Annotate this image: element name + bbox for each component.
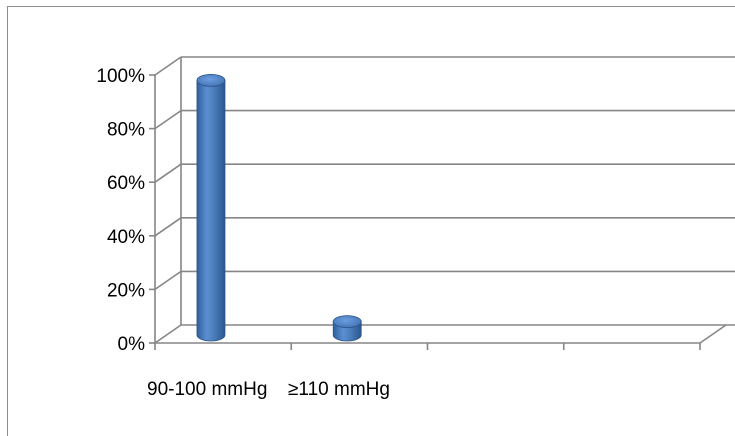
x-tick-label: ≥110 mmHg — [288, 379, 390, 400]
gridline-diagonal — [154, 324, 182, 344]
gridline-diagonal — [154, 217, 182, 237]
y-tick-label: 100% — [96, 66, 145, 87]
x-tick-label: 90-100 mmHg — [147, 379, 267, 400]
gridline-diagonal — [154, 270, 182, 291]
gridline-diagonal — [154, 56, 182, 76]
gridline-diagonal — [154, 163, 182, 183]
tick-labels: 0% 20% 40% 60% 80% 100% 90-100 mmHg ≥110 mmHg — [96, 66, 390, 400]
y-tick-label: 80% — [107, 120, 145, 141]
bar-cap — [332, 315, 362, 329]
y-tick-label: 0% — [118, 334, 146, 355]
bar-cap — [196, 74, 226, 87]
axes — [149, 74, 727, 350]
y-tick-label: 40% — [107, 227, 145, 248]
gridline-diagonal — [154, 109, 182, 130]
bars — [196, 74, 362, 342]
y-tick-label: 60% — [107, 173, 145, 194]
y-tick-label: 20% — [107, 280, 145, 301]
bar — [196, 80, 226, 342]
floor-right-edge — [699, 324, 727, 344]
chart-frame — [7, 6, 735, 436]
gridlines — [154, 56, 735, 344]
